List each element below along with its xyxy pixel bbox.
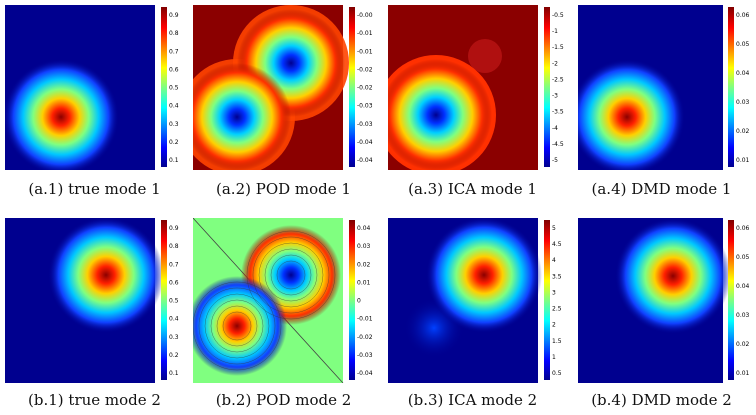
colorbar-tick-label: 0.4	[169, 316, 179, 323]
colorbar-tick-label: 1	[552, 354, 556, 361]
colorbar-tick-label: -0.03	[357, 352, 373, 359]
colorbar-tick-label: -3.5	[552, 109, 564, 116]
caption-b4: (b.4) DMD mode 2	[591, 391, 732, 409]
colorbar-tick-label: -0.5	[552, 12, 564, 19]
colorbar-tick-label: 1.5	[552, 338, 562, 345]
caption-a1: (a.1) true mode 1	[28, 180, 161, 198]
colorbar-tick-label: 3	[552, 289, 556, 296]
small-bump	[468, 39, 502, 73]
colorbar-tick-label: 0.3	[169, 334, 179, 341]
colorbar-tick-label: -2	[552, 60, 558, 67]
colorbar-tick-label: -1	[552, 28, 558, 35]
colorbar-tick-label: 0.04	[736, 283, 750, 290]
colorbar-tick-label: 0.04	[357, 225, 371, 232]
colorbar-tick-label: 0.1	[169, 370, 179, 377]
gaussian-peak	[5, 59, 119, 170]
colorbar-tick-label: 0.05	[736, 254, 750, 261]
colorbar-tick-label: 3.5	[552, 273, 562, 280]
colorbar-tick-label: 0.5	[169, 298, 179, 305]
caption-a2: (a.2) POD mode 1	[216, 180, 351, 198]
colorbar-tick-label: -5	[552, 157, 558, 164]
colorbar-tick-label: 0.01	[357, 279, 371, 286]
colorbar-tick-label: 0.3	[169, 121, 179, 128]
panel-a1: 0.9 0.8 0.7 0.6 0.5 0.4 0.3 0.2 0.1	[5, 5, 183, 170]
panel-a2: -0.005 -0.01 -0.015 -0.02 -0.025 -0.03 -0.035 -…	[193, 5, 373, 170]
colorbar-tick-label: 4.5	[552, 241, 562, 248]
colorbar-tick-label: -3	[552, 93, 558, 100]
panel-b4: 0.06 0.05 0.04 0.03 0.02 0.01	[578, 218, 756, 383]
colorbar-tick-label: 0.05	[736, 41, 750, 48]
colorbar-tick-label: -4.5	[552, 141, 564, 148]
gaussian-peak	[615, 218, 731, 334]
colorbar-tick-label: -4	[552, 125, 558, 132]
colorbar-tick-label: 0.03	[736, 312, 750, 319]
gaussian-peak	[578, 59, 685, 170]
panel-b1: 0.9 0.8 0.7 0.6 0.5 0.4 0.3 0.2 0.1	[5, 218, 183, 383]
colorbar-tick-label: 0.7	[169, 48, 179, 55]
colorbar-tick-label: 0.01	[736, 157, 750, 164]
colorbar-tick-label: 0.9	[169, 12, 179, 19]
colorbar-tick-label: -0.04	[357, 370, 373, 377]
colorbar-tick-label: 5	[552, 225, 556, 232]
contour-lines	[193, 230, 336, 371]
colorbar-tick-label: 0.01	[736, 370, 750, 377]
colorbar-tick-label: 0.03	[357, 243, 371, 250]
colorbar-tick-label: -0.02	[357, 334, 373, 341]
colorbar-tick-label: 0.9	[169, 225, 179, 232]
caption-b1: (b.1) true mode 2	[28, 391, 161, 409]
negative-lobe	[388, 59, 492, 170]
colorbar-tick-label: -0.045	[357, 157, 373, 164]
colorbar-tick-label: -0.015	[357, 48, 373, 55]
colorbar-tick-label: 0.7	[169, 261, 179, 268]
colorbar-tick-label: 0.03	[736, 99, 750, 106]
colorbar-tick-label: -2.5	[552, 76, 564, 83]
colorbar	[161, 7, 167, 167]
colorbar	[728, 7, 734, 167]
colorbar-tick-label: 0.4	[169, 103, 179, 110]
colorbar-tick-label: 2	[552, 322, 556, 329]
colorbar-tick-label: 0	[357, 298, 361, 305]
gaussian-peak	[426, 218, 542, 333]
colorbar-tick-label: 0.02	[736, 128, 750, 135]
colorbar-tick-label: 0.06	[736, 225, 750, 232]
colorbar	[544, 7, 550, 167]
colorbar-tick-label: 0.2	[169, 352, 179, 359]
colorbar-tick-label: 0.6	[169, 279, 179, 286]
panel-b3: 5 4.5 4 3.5 3 2.5 2 1.5 1 0.5	[388, 218, 568, 383]
panel-b2: 0.04 0.03 0.02 0.01 0 -0.01 -0.02 -0.03 -0.04	[193, 218, 373, 383]
caption-a4: (a.4) DMD mode 1	[591, 180, 732, 198]
colorbar-tick-label: -0.035	[357, 121, 373, 128]
colorbar-tick-label: 0.5	[552, 370, 562, 377]
colorbar-tick-label: -0.03	[357, 103, 373, 110]
caption-a3: (a.3) ICA mode 1	[408, 180, 537, 198]
colorbar-tick-label: -0.02	[357, 66, 373, 73]
colorbar-tick-label: -1.5	[552, 44, 564, 51]
colorbar-ticks: 0.9 0.8 0.7 0.6 0.5 0.4 0.3 0.2 0.1	[169, 12, 179, 164]
colorbar-tick-label: 4	[552, 257, 556, 264]
caption-b3: (b.3) ICA mode 2	[407, 391, 538, 409]
colorbar-tick-label: 0.8	[169, 30, 179, 37]
caption-b2: (b.2) POD mode 2	[215, 391, 352, 409]
colorbar-tick-label: -0.01	[357, 316, 373, 323]
negative-lobe-lower	[193, 63, 291, 170]
colorbar-tick-label: -0.005	[357, 12, 373, 19]
gaussian-peak	[48, 218, 164, 333]
colorbar-tick-label: 0.5	[169, 85, 179, 92]
colorbar-tick-label: 0.1	[169, 157, 179, 164]
colorbar-tick-label: 0.8	[169, 243, 179, 250]
colorbar-tick-label: 2.5	[552, 306, 562, 313]
colorbar-tick-label: 0.04	[736, 70, 750, 77]
colorbar-tick-label: -0.01	[357, 30, 373, 37]
colorbar-tick-label: 0.06	[736, 12, 750, 19]
colorbar-tick-label: 0.02	[357, 261, 371, 268]
panel-a4: 0.06 0.05 0.04 0.03 0.02 0.01	[578, 5, 756, 170]
colorbar	[349, 7, 355, 167]
colorbar-tick-label: 0.2	[169, 139, 179, 146]
colorbar-tick-label: -0.025	[357, 85, 373, 92]
panel-a3: -0.5 -1 -1.5 -2 -2.5 -3 -3.5 -4 -4.5 -5	[388, 5, 568, 170]
colorbar-tick-label: 0.02	[736, 341, 750, 348]
colorbar-tick-label: -0.04	[357, 139, 373, 146]
colorbar-tick-label: 0.6	[169, 66, 179, 73]
